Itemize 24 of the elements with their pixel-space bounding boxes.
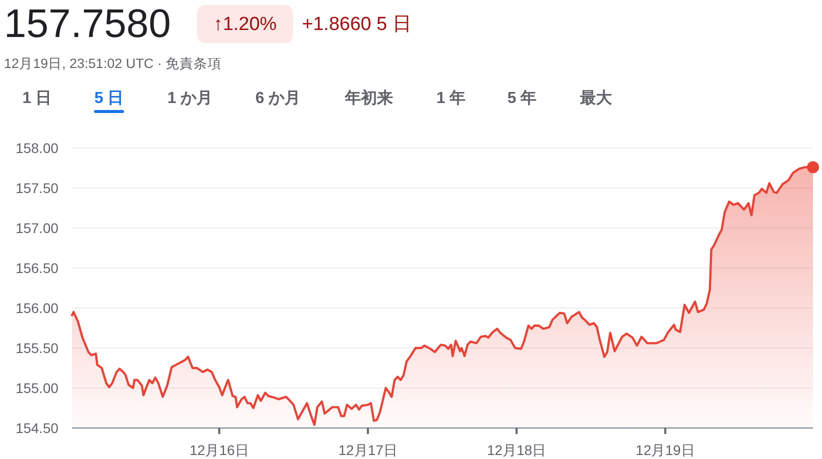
y-tick-label: 154.50: [16, 420, 59, 436]
x-tick-label: 12月18日: [487, 442, 546, 458]
chart-title: 157.7580: [4, 2, 171, 46]
x-tick-label: 12月16日: [190, 442, 249, 458]
text: 1 年: [436, 89, 466, 107]
x-tick-label: 12月19日: [636, 442, 695, 458]
text: 1 か月: [167, 90, 213, 107]
text: +1.8660 5 日: [302, 14, 412, 35]
y-tick-label: 155.00: [16, 380, 59, 396]
x-tick-label: 12月17日: [338, 442, 398, 458]
y-tick-label: 155.50: [16, 340, 59, 356]
y-tick-label: 157.50: [16, 180, 59, 196]
text: ↑1.20%: [213, 14, 277, 35]
text: 年初来: [344, 89, 393, 107]
y-tick-label: 156.00: [16, 300, 59, 316]
text: 6 か月: [255, 90, 301, 107]
y-tick-label: 156.50: [16, 260, 59, 276]
y-tick-label: 157.00: [16, 220, 59, 236]
text: 最大: [579, 89, 613, 107]
chart-subtitle: 12月19日, 23:51:02 UTC · 免責条項: [4, 56, 222, 71]
text: 5 年: [507, 89, 537, 107]
y-tick-label: 158.00: [16, 140, 59, 156]
text: 5 日: [94, 90, 124, 107]
text: 1 日: [22, 90, 52, 107]
